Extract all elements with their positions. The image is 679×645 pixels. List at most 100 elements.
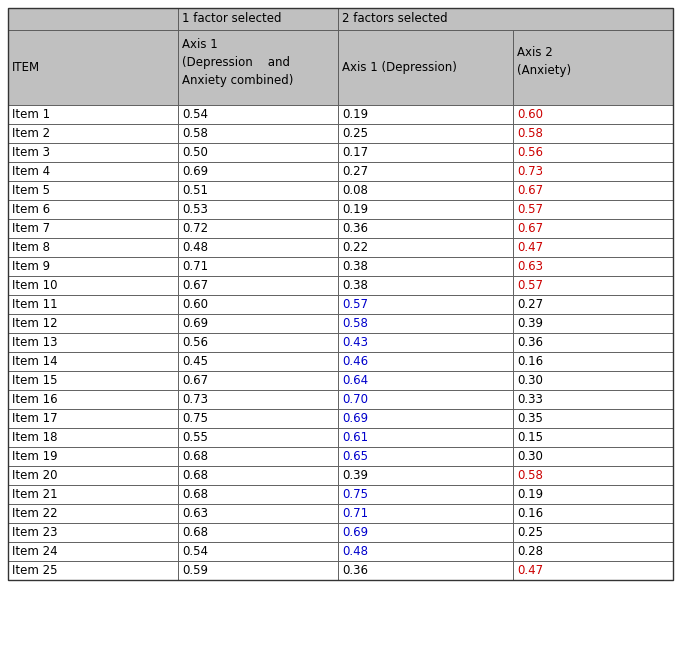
Bar: [178, 485, 338, 504]
Bar: [338, 257, 513, 276]
Bar: [338, 504, 513, 523]
Text: ITEM: ITEM: [12, 61, 40, 74]
Text: 0.60: 0.60: [517, 108, 543, 121]
Bar: [513, 409, 673, 428]
Text: 0.38: 0.38: [342, 260, 368, 273]
Bar: [338, 485, 513, 504]
Bar: [8, 295, 178, 314]
Text: Item 16: Item 16: [12, 393, 58, 406]
Text: 0.65: 0.65: [342, 450, 368, 463]
Text: 0.69: 0.69: [182, 317, 208, 330]
Bar: [338, 105, 513, 124]
Bar: [338, 523, 513, 542]
Bar: [338, 409, 513, 428]
Bar: [178, 504, 338, 523]
Bar: [8, 352, 178, 371]
Bar: [513, 352, 673, 371]
Text: 0.28: 0.28: [517, 545, 543, 558]
Text: Item 22: Item 22: [12, 507, 58, 520]
Text: 0.68: 0.68: [182, 469, 208, 482]
Bar: [338, 124, 513, 143]
Text: 0.67: 0.67: [517, 184, 543, 197]
Text: Item 13: Item 13: [12, 336, 58, 349]
Text: 0.64: 0.64: [342, 374, 368, 387]
Text: Item 17: Item 17: [12, 412, 58, 425]
Bar: [178, 352, 338, 371]
Bar: [178, 143, 338, 162]
Text: 0.56: 0.56: [517, 146, 543, 159]
Text: Axis 1
(Depression    and
Anxiety combined): Axis 1 (Depression and Anxiety combined): [182, 38, 293, 87]
Text: 0.15: 0.15: [517, 431, 543, 444]
Text: Item 10: Item 10: [12, 279, 58, 292]
Text: 0.67: 0.67: [517, 222, 543, 235]
Bar: [513, 447, 673, 466]
Bar: [513, 105, 673, 124]
Bar: [338, 295, 513, 314]
Text: 0.57: 0.57: [342, 298, 368, 311]
Text: 0.58: 0.58: [182, 127, 208, 140]
Text: 0.08: 0.08: [342, 184, 368, 197]
Text: 0.57: 0.57: [517, 279, 543, 292]
Bar: [8, 561, 178, 580]
Text: 0.56: 0.56: [182, 336, 208, 349]
Text: 0.72: 0.72: [182, 222, 208, 235]
Bar: [8, 466, 178, 485]
Text: 0.25: 0.25: [517, 526, 543, 539]
Bar: [513, 466, 673, 485]
Text: 0.39: 0.39: [517, 317, 543, 330]
Text: 0.33: 0.33: [517, 393, 543, 406]
Bar: [8, 200, 178, 219]
Text: 0.46: 0.46: [342, 355, 368, 368]
Bar: [8, 30, 178, 105]
Bar: [178, 105, 338, 124]
Text: 0.22: 0.22: [342, 241, 368, 254]
Text: Item 24: Item 24: [12, 545, 58, 558]
Text: 0.63: 0.63: [182, 507, 208, 520]
Bar: [338, 219, 513, 238]
Text: Item 4: Item 4: [12, 165, 50, 178]
Bar: [8, 124, 178, 143]
Bar: [513, 428, 673, 447]
Bar: [178, 257, 338, 276]
Text: 0.30: 0.30: [517, 450, 543, 463]
Bar: [338, 352, 513, 371]
Bar: [8, 276, 178, 295]
Bar: [338, 542, 513, 561]
Text: 0.68: 0.68: [182, 526, 208, 539]
Text: 0.45: 0.45: [182, 355, 208, 368]
Text: 0.19: 0.19: [342, 203, 368, 216]
Bar: [338, 276, 513, 295]
Bar: [178, 333, 338, 352]
Text: 0.63: 0.63: [517, 260, 543, 273]
Bar: [8, 504, 178, 523]
Text: 0.71: 0.71: [342, 507, 368, 520]
Bar: [8, 8, 178, 30]
Bar: [513, 314, 673, 333]
Text: Item 20: Item 20: [12, 469, 58, 482]
Text: 0.54: 0.54: [182, 545, 208, 558]
Bar: [513, 238, 673, 257]
Text: 0.71: 0.71: [182, 260, 208, 273]
Bar: [513, 485, 673, 504]
Bar: [513, 257, 673, 276]
Bar: [513, 30, 673, 105]
Bar: [338, 390, 513, 409]
Text: 0.38: 0.38: [342, 279, 368, 292]
Text: 0.67: 0.67: [182, 279, 208, 292]
Text: 0.30: 0.30: [517, 374, 543, 387]
Bar: [8, 447, 178, 466]
Text: 0.60: 0.60: [182, 298, 208, 311]
Text: 0.47: 0.47: [517, 564, 543, 577]
Bar: [178, 219, 338, 238]
Bar: [338, 162, 513, 181]
Text: Item 1: Item 1: [12, 108, 50, 121]
Bar: [338, 466, 513, 485]
Text: 0.68: 0.68: [182, 450, 208, 463]
Text: Item 19: Item 19: [12, 450, 58, 463]
Bar: [8, 105, 178, 124]
Text: Item 8: Item 8: [12, 241, 50, 254]
Text: Item 21: Item 21: [12, 488, 58, 501]
Text: 0.59: 0.59: [182, 564, 208, 577]
Bar: [338, 238, 513, 257]
Bar: [8, 523, 178, 542]
